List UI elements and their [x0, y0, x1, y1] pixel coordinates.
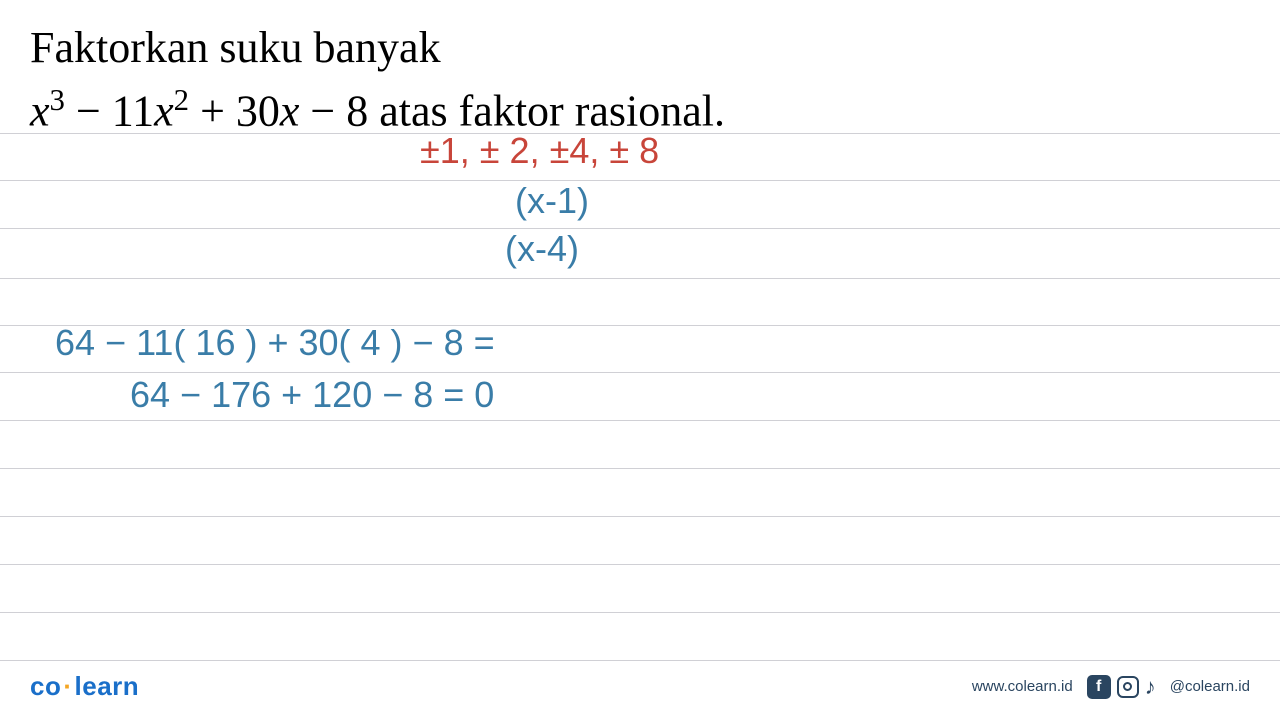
ruled-line — [0, 564, 1280, 565]
tiktok-icon: ♪ — [1145, 674, 1156, 700]
social-handle: @colearn.id — [1170, 678, 1250, 695]
equation-minus-11x: − 11x — [65, 87, 174, 136]
handwritten-factor-1: (x-1) — [515, 180, 589, 222]
footer-right: www.colearn.id f ♪ @colearn.id — [972, 674, 1250, 700]
colearn-logo: co·learn — [30, 671, 139, 702]
ruled-line — [0, 278, 1280, 279]
ruled-line — [0, 372, 1280, 373]
handwritten-rational-roots: ±1, ± 2, ±4, ± 8 — [420, 130, 659, 172]
ruled-line — [0, 660, 1280, 661]
ruled-line — [0, 468, 1280, 469]
problem-equation: x3 − 11x2 + 30x − 8 atas faktor rasional… — [30, 83, 1250, 137]
handwritten-factor-2: (x-4) — [505, 228, 579, 270]
handwritten-calc-1: 64 − 11( 16 ) + 30( 4 ) − 8 = — [55, 322, 495, 364]
footer: co·learn www.colearn.id f ♪ @colearn.id — [0, 671, 1280, 702]
equation-x-cubed: x — [30, 87, 50, 136]
handwritten-calc-2: 64 − 176 + 120 − 8 = 0 — [130, 374, 494, 416]
ruled-line — [0, 612, 1280, 613]
logo-co: co — [30, 671, 61, 701]
equation-exp-3: 3 — [50, 83, 65, 117]
logo-dot-icon: · — [63, 671, 72, 702]
equation-exp-2: 2 — [174, 83, 189, 117]
facebook-icon: f — [1087, 675, 1111, 699]
logo-learn: learn — [75, 671, 140, 701]
website-url: www.colearn.id — [972, 678, 1073, 695]
ruled-line — [0, 420, 1280, 421]
ruled-line — [0, 180, 1280, 181]
instagram-icon — [1117, 676, 1139, 698]
notebook-page: Faktorkan suku banyak x3 − 11x2 + 30x − … — [0, 0, 1280, 720]
equation-rest: + 30x − 8 atas faktor rasional. — [189, 87, 725, 136]
problem-title: Faktorkan suku banyak — [30, 22, 1250, 73]
ruled-line — [0, 516, 1280, 517]
social-icons: f ♪ — [1087, 674, 1156, 700]
instagram-inner-icon — [1123, 682, 1132, 691]
ruled-line — [0, 228, 1280, 229]
